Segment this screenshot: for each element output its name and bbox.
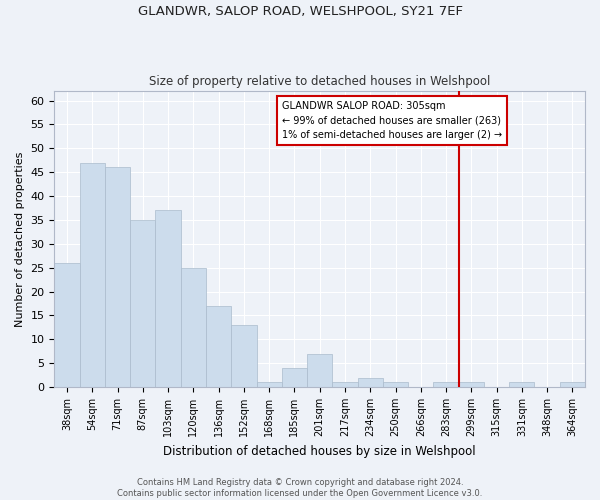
Y-axis label: Number of detached properties: Number of detached properties — [15, 152, 25, 327]
Bar — [80, 162, 105, 387]
Bar — [181, 268, 206, 387]
Bar — [55, 263, 80, 387]
X-axis label: Distribution of detached houses by size in Welshpool: Distribution of detached houses by size … — [163, 444, 476, 458]
Bar — [206, 306, 231, 387]
Bar — [458, 382, 484, 387]
Text: GLANDWR SALOP ROAD: 305sqm
← 99% of detached houses are smaller (263)
1% of semi: GLANDWR SALOP ROAD: 305sqm ← 99% of deta… — [282, 100, 502, 140]
Bar — [560, 382, 585, 387]
Bar — [358, 378, 383, 387]
Bar — [433, 382, 458, 387]
Bar — [155, 210, 181, 387]
Bar — [282, 368, 307, 387]
Bar — [383, 382, 408, 387]
Text: Contains HM Land Registry data © Crown copyright and database right 2024.
Contai: Contains HM Land Registry data © Crown c… — [118, 478, 482, 498]
Text: GLANDWR, SALOP ROAD, WELSHPOOL, SY21 7EF: GLANDWR, SALOP ROAD, WELSHPOOL, SY21 7EF — [137, 5, 463, 18]
Title: Size of property relative to detached houses in Welshpool: Size of property relative to detached ho… — [149, 76, 490, 88]
Bar — [231, 325, 257, 387]
Bar — [105, 168, 130, 387]
Bar — [332, 382, 358, 387]
Bar — [130, 220, 155, 387]
Bar — [257, 382, 282, 387]
Bar — [509, 382, 535, 387]
Bar — [307, 354, 332, 387]
